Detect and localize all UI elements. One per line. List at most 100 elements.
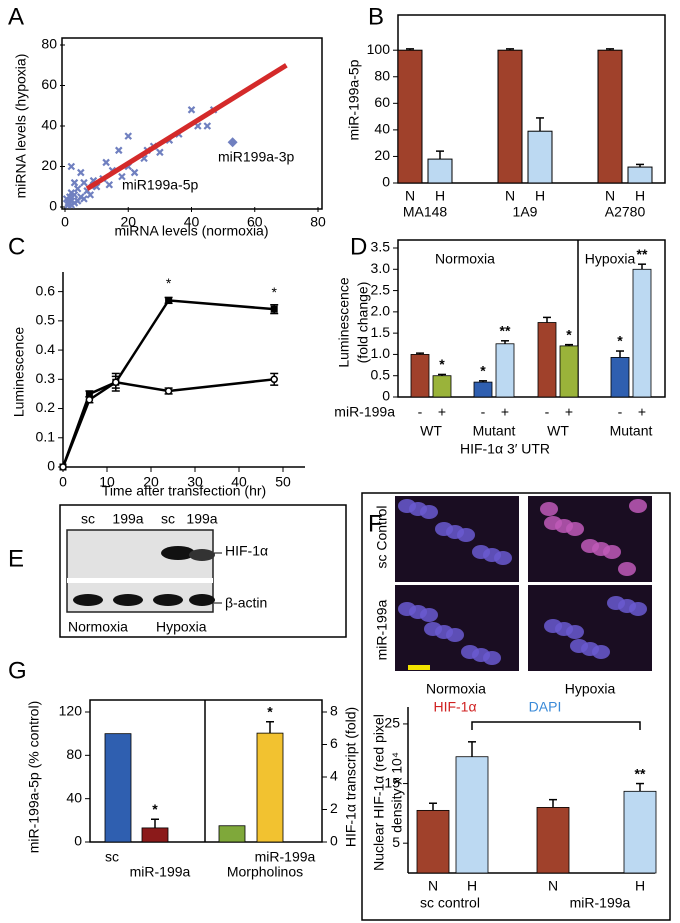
band-label: HIF-1α bbox=[225, 543, 268, 559]
condition-label: Normoxia bbox=[68, 619, 128, 635]
category-label: A2780 bbox=[605, 204, 646, 220]
bar bbox=[527, 130, 553, 184]
band bbox=[113, 594, 143, 606]
x-tick-label: 40 bbox=[184, 214, 200, 230]
panel-letter: F bbox=[368, 510, 383, 537]
y-axis-label: (fold change) bbox=[355, 282, 371, 364]
point bbox=[67, 189, 76, 197]
bar bbox=[141, 827, 169, 843]
significance-label: * bbox=[152, 801, 158, 817]
significance-label: ** bbox=[500, 323, 511, 339]
stain-label: DAPI bbox=[529, 699, 562, 715]
y-tick-label: 100 bbox=[367, 41, 391, 57]
x-tick-label: 0 bbox=[61, 214, 69, 230]
point bbox=[118, 172, 126, 181]
cell bbox=[603, 545, 621, 559]
bar bbox=[218, 825, 246, 843]
series-label: N bbox=[605, 188, 615, 204]
cell bbox=[483, 651, 501, 665]
y-tick-label: 0.3 bbox=[36, 370, 56, 386]
point bbox=[86, 191, 95, 199]
category-label: + bbox=[565, 404, 573, 420]
point bbox=[80, 195, 88, 203]
cell bbox=[420, 608, 438, 622]
series-label: H bbox=[435, 188, 445, 204]
bar bbox=[455, 756, 489, 874]
bar bbox=[432, 375, 452, 398]
x-axis-label: Time after transfection (hr) bbox=[102, 483, 266, 499]
point bbox=[102, 158, 110, 167]
bar bbox=[427, 158, 453, 184]
point bbox=[130, 168, 139, 177]
bar bbox=[256, 732, 284, 843]
point bbox=[187, 106, 196, 114]
marker bbox=[165, 296, 173, 304]
category-label: N bbox=[548, 878, 558, 894]
y-tick-label: 0 bbox=[382, 174, 390, 190]
band bbox=[153, 594, 183, 606]
y-tick-label: 0 bbox=[382, 388, 390, 404]
plot-frame bbox=[397, 239, 666, 398]
y-tick-label: 2.5 bbox=[371, 281, 391, 297]
category-label: sc bbox=[105, 849, 119, 865]
category-label: MA148 bbox=[403, 204, 448, 220]
panel-letter: G bbox=[8, 657, 27, 684]
bar bbox=[559, 345, 579, 398]
marker bbox=[85, 396, 94, 404]
bar bbox=[627, 166, 653, 184]
category-label: miR-199a bbox=[130, 864, 191, 880]
point bbox=[227, 137, 238, 148]
point bbox=[114, 146, 123, 155]
marker bbox=[59, 463, 67, 471]
cell bbox=[420, 505, 438, 519]
significance-label: * bbox=[439, 356, 445, 372]
series-label: H bbox=[535, 188, 545, 204]
row-label: miR-199a bbox=[334, 404, 395, 420]
stain-label: HIF-1α bbox=[433, 699, 476, 715]
point bbox=[156, 148, 164, 157]
bar bbox=[473, 381, 493, 398]
y-axis-label: Luminescence bbox=[336, 277, 352, 367]
point bbox=[203, 122, 212, 130]
annotation: miR199a-5p bbox=[122, 177, 198, 193]
x-tick-label: 40 bbox=[231, 474, 247, 490]
x-tick-label: 20 bbox=[143, 474, 159, 490]
series-label: H bbox=[635, 188, 645, 204]
y-tick-label: 6 bbox=[330, 735, 338, 751]
y-tick-label: 15 bbox=[384, 774, 400, 790]
group-label: sc control bbox=[420, 895, 480, 911]
x-tick-label: 50 bbox=[275, 474, 291, 490]
y-tick-label: 0.5 bbox=[36, 312, 56, 328]
y-tick-label: 5 bbox=[392, 834, 400, 850]
condition-label: Hypoxia bbox=[156, 619, 207, 635]
y-tick-label: 0.1 bbox=[36, 428, 56, 444]
y-tick-label: 60 bbox=[374, 94, 390, 110]
significance-label: ** bbox=[635, 765, 646, 781]
y-axis-label: miRNA levels (hypoxia) bbox=[13, 54, 29, 199]
panel-letter: A bbox=[8, 3, 24, 30]
point bbox=[105, 180, 114, 189]
y-tick-label: 8 bbox=[330, 703, 338, 719]
category-label: H bbox=[467, 878, 477, 894]
column-label: Hypoxia bbox=[565, 681, 616, 697]
lane-label: 199a bbox=[186, 511, 217, 527]
x-tick-label: 60 bbox=[247, 214, 263, 230]
cell bbox=[446, 628, 464, 642]
significance-label: * bbox=[566, 326, 572, 342]
bar bbox=[610, 357, 630, 398]
marker bbox=[85, 390, 93, 398]
y-axis-label: miR-199a-5p bbox=[346, 59, 362, 140]
y-tick-label: 40 bbox=[374, 121, 390, 137]
band bbox=[161, 546, 195, 560]
y-tick-label: 40 bbox=[66, 789, 82, 805]
y-tick-label: 0 bbox=[47, 458, 55, 474]
band bbox=[189, 594, 215, 606]
y-tick-label: 40 bbox=[41, 117, 57, 133]
bar bbox=[597, 49, 623, 184]
y-tick-label: 20 bbox=[41, 157, 57, 173]
panel-letter: B bbox=[368, 3, 384, 30]
series-label: N bbox=[405, 188, 415, 204]
point bbox=[80, 178, 88, 187]
bracket bbox=[471, 721, 641, 730]
panel-letter: D bbox=[350, 233, 367, 260]
